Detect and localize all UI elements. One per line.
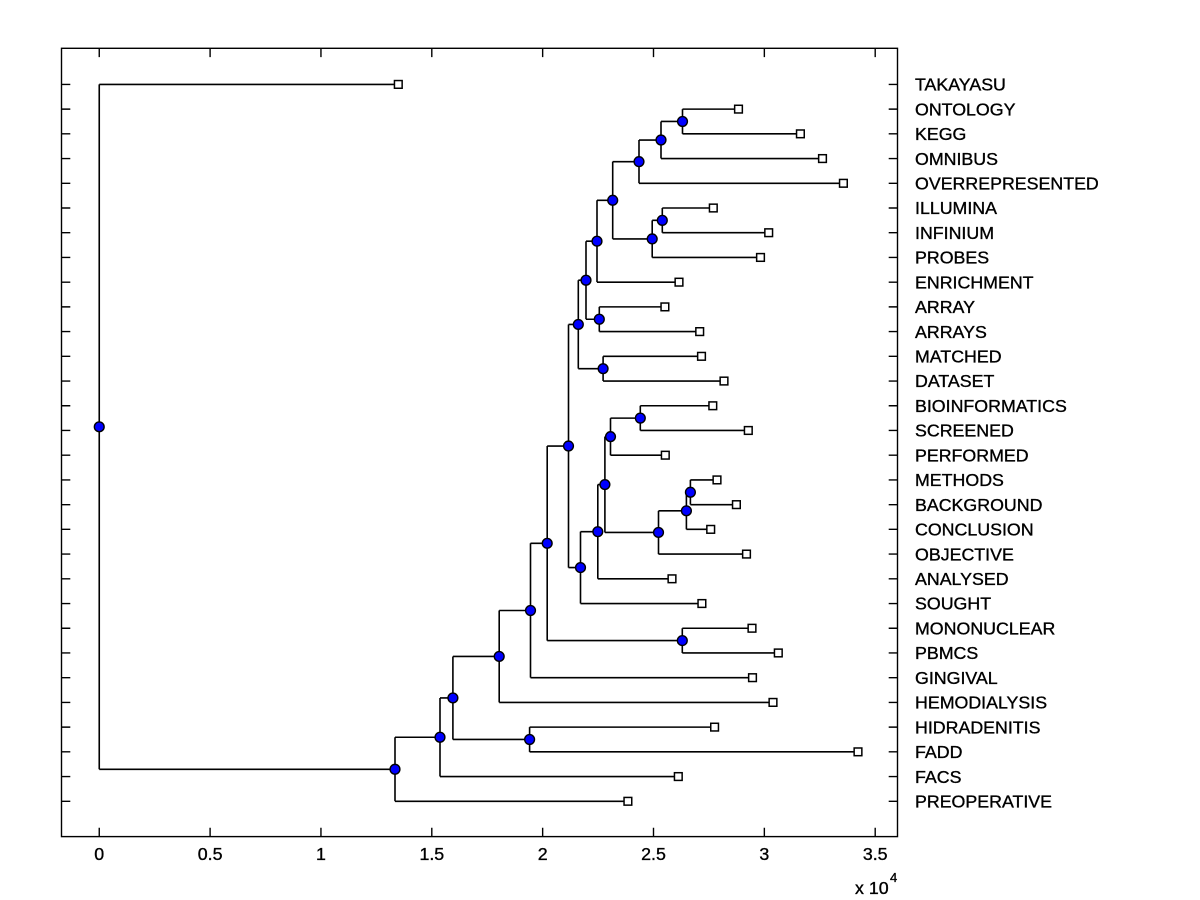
- svg-text:ONTOLOGY: ONTOLOGY: [915, 99, 1016, 119]
- svg-text:0: 0: [94, 844, 104, 864]
- svg-text:ANALYSED: ANALYSED: [915, 569, 1009, 589]
- svg-text:ENRICHMENT: ENRICHMENT: [915, 272, 1034, 292]
- svg-text:METHODS: METHODS: [915, 470, 1004, 490]
- svg-text:ILLUMINA: ILLUMINA: [915, 198, 997, 218]
- svg-text:OMNIBUS: OMNIBUS: [915, 149, 998, 169]
- svg-text:HEMODIALYSIS: HEMODIALYSIS: [915, 693, 1047, 713]
- svg-text:PREOPERATIVE: PREOPERATIVE: [915, 791, 1052, 811]
- svg-text:3.5: 3.5: [863, 844, 888, 864]
- svg-text:MATCHED: MATCHED: [915, 347, 1002, 367]
- svg-text:0.5: 0.5: [198, 844, 223, 864]
- svg-text:2.5: 2.5: [641, 844, 666, 864]
- svg-text:ARRAY: ARRAY: [915, 297, 975, 317]
- svg-text:FACS: FACS: [915, 767, 962, 787]
- svg-text:HIDRADENITIS: HIDRADENITIS: [915, 717, 1041, 737]
- svg-text:SCREENED: SCREENED: [915, 421, 1014, 441]
- svg-text:2: 2: [538, 844, 548, 864]
- svg-text:MONONUCLEAR: MONONUCLEAR: [915, 618, 1055, 638]
- svg-text:OVERREPRESENTED: OVERREPRESENTED: [915, 173, 1099, 193]
- svg-text:4: 4: [890, 870, 897, 885]
- svg-text:DATASET: DATASET: [915, 371, 995, 391]
- svg-text:KEGG: KEGG: [915, 124, 966, 144]
- svg-text:OBJECTIVE: OBJECTIVE: [915, 544, 1014, 564]
- svg-text:3: 3: [759, 844, 769, 864]
- svg-text:ARRAYS: ARRAYS: [915, 322, 987, 342]
- svg-text:1: 1: [316, 844, 326, 864]
- svg-text:x 10: x 10: [855, 878, 889, 898]
- svg-text:1.5: 1.5: [419, 844, 444, 864]
- svg-text:PERFORMED: PERFORMED: [915, 445, 1029, 465]
- svg-text:SOUGHT: SOUGHT: [915, 594, 991, 614]
- svg-text:TAKAYASU: TAKAYASU: [915, 75, 1006, 95]
- svg-text:BACKGROUND: BACKGROUND: [915, 495, 1042, 515]
- svg-text:PROBES: PROBES: [915, 248, 989, 268]
- svg-text:PBMCS: PBMCS: [915, 643, 978, 663]
- svg-text:FADD: FADD: [915, 742, 962, 762]
- svg-text:CONCLUSION: CONCLUSION: [915, 520, 1034, 540]
- svg-text:BIOINFORMATICS: BIOINFORMATICS: [915, 396, 1067, 416]
- svg-text:GINGIVAL: GINGIVAL: [915, 668, 998, 688]
- svg-text:INFINIUM: INFINIUM: [915, 223, 994, 243]
